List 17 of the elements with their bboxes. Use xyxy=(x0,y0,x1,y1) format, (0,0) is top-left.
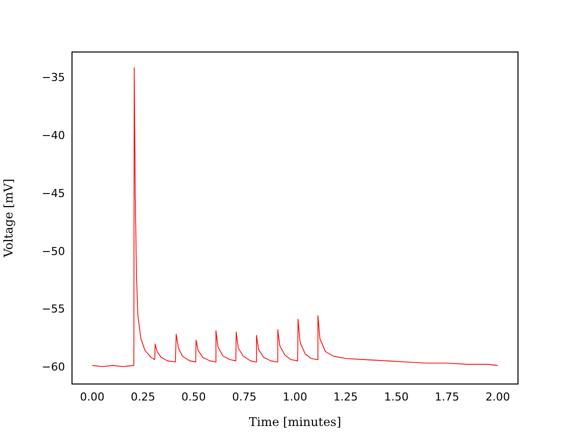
x-tick-label: 0.25 xyxy=(130,390,156,404)
x-tick-label: 1.00 xyxy=(282,390,308,404)
x-axis-title: Time [minutes] xyxy=(248,414,342,429)
x-tick-label: 1.75 xyxy=(434,390,460,404)
x-tick-label: 0.50 xyxy=(181,390,206,404)
x-tick-label: 0.75 xyxy=(232,390,257,404)
y-tick-label: −40 xyxy=(42,128,65,142)
y-axis-title: Voltage [mV] xyxy=(1,178,16,258)
y-tick-label: −35 xyxy=(42,70,65,84)
x-tick-label: 1.25 xyxy=(333,390,358,404)
y-tick-label: −50 xyxy=(42,244,65,258)
y-tick-label: −55 xyxy=(42,302,65,316)
x-tick-label: 0.00 xyxy=(80,390,105,404)
x-tick-label: 2.00 xyxy=(485,390,510,404)
y-tick-label: −45 xyxy=(42,186,65,200)
x-tick-label: 1.50 xyxy=(384,390,409,404)
y-tick-label: −60 xyxy=(42,360,65,374)
